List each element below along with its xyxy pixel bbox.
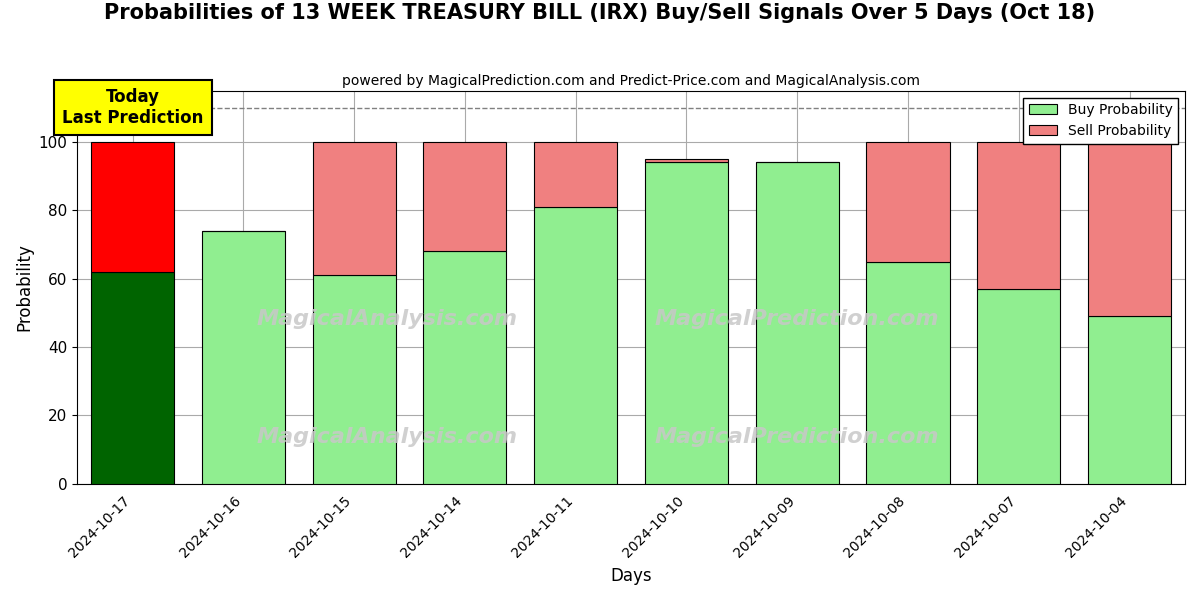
Bar — [424, 142, 506, 251]
Bar — [534, 142, 617, 207]
Bar — [756, 163, 839, 484]
Bar — [866, 142, 949, 262]
Bar — [866, 262, 949, 484]
X-axis label: Days: Days — [611, 567, 652, 585]
Title: powered by MagicalPrediction.com and Predict-Price.com and MagicalAnalysis.com: powered by MagicalPrediction.com and Pre… — [342, 74, 920, 88]
Bar — [312, 275, 396, 484]
Bar — [202, 231, 284, 484]
Bar — [312, 142, 396, 275]
Y-axis label: Probability: Probability — [14, 243, 32, 331]
Bar — [424, 251, 506, 484]
Legend: Buy Probability, Sell Probability: Buy Probability, Sell Probability — [1024, 98, 1178, 143]
Text: Today
Last Prediction: Today Last Prediction — [62, 88, 203, 127]
Bar — [977, 289, 1061, 484]
Bar — [91, 272, 174, 484]
Text: MagicalPrediction.com: MagicalPrediction.com — [655, 308, 940, 329]
Text: Probabilities of 13 WEEK TREASURY BILL (IRX) Buy/Sell Signals Over 5 Days (Oct 1: Probabilities of 13 WEEK TREASURY BILL (… — [104, 3, 1096, 23]
Bar — [534, 207, 617, 484]
Bar — [977, 142, 1061, 289]
Bar — [91, 142, 174, 272]
Bar — [644, 163, 728, 484]
Text: MagicalPrediction.com: MagicalPrediction.com — [655, 427, 940, 446]
Text: MagicalAnalysis.com: MagicalAnalysis.com — [257, 308, 518, 329]
Bar — [644, 159, 728, 163]
Bar — [1088, 142, 1171, 316]
Text: MagicalAnalysis.com: MagicalAnalysis.com — [257, 427, 518, 446]
Bar — [1088, 316, 1171, 484]
